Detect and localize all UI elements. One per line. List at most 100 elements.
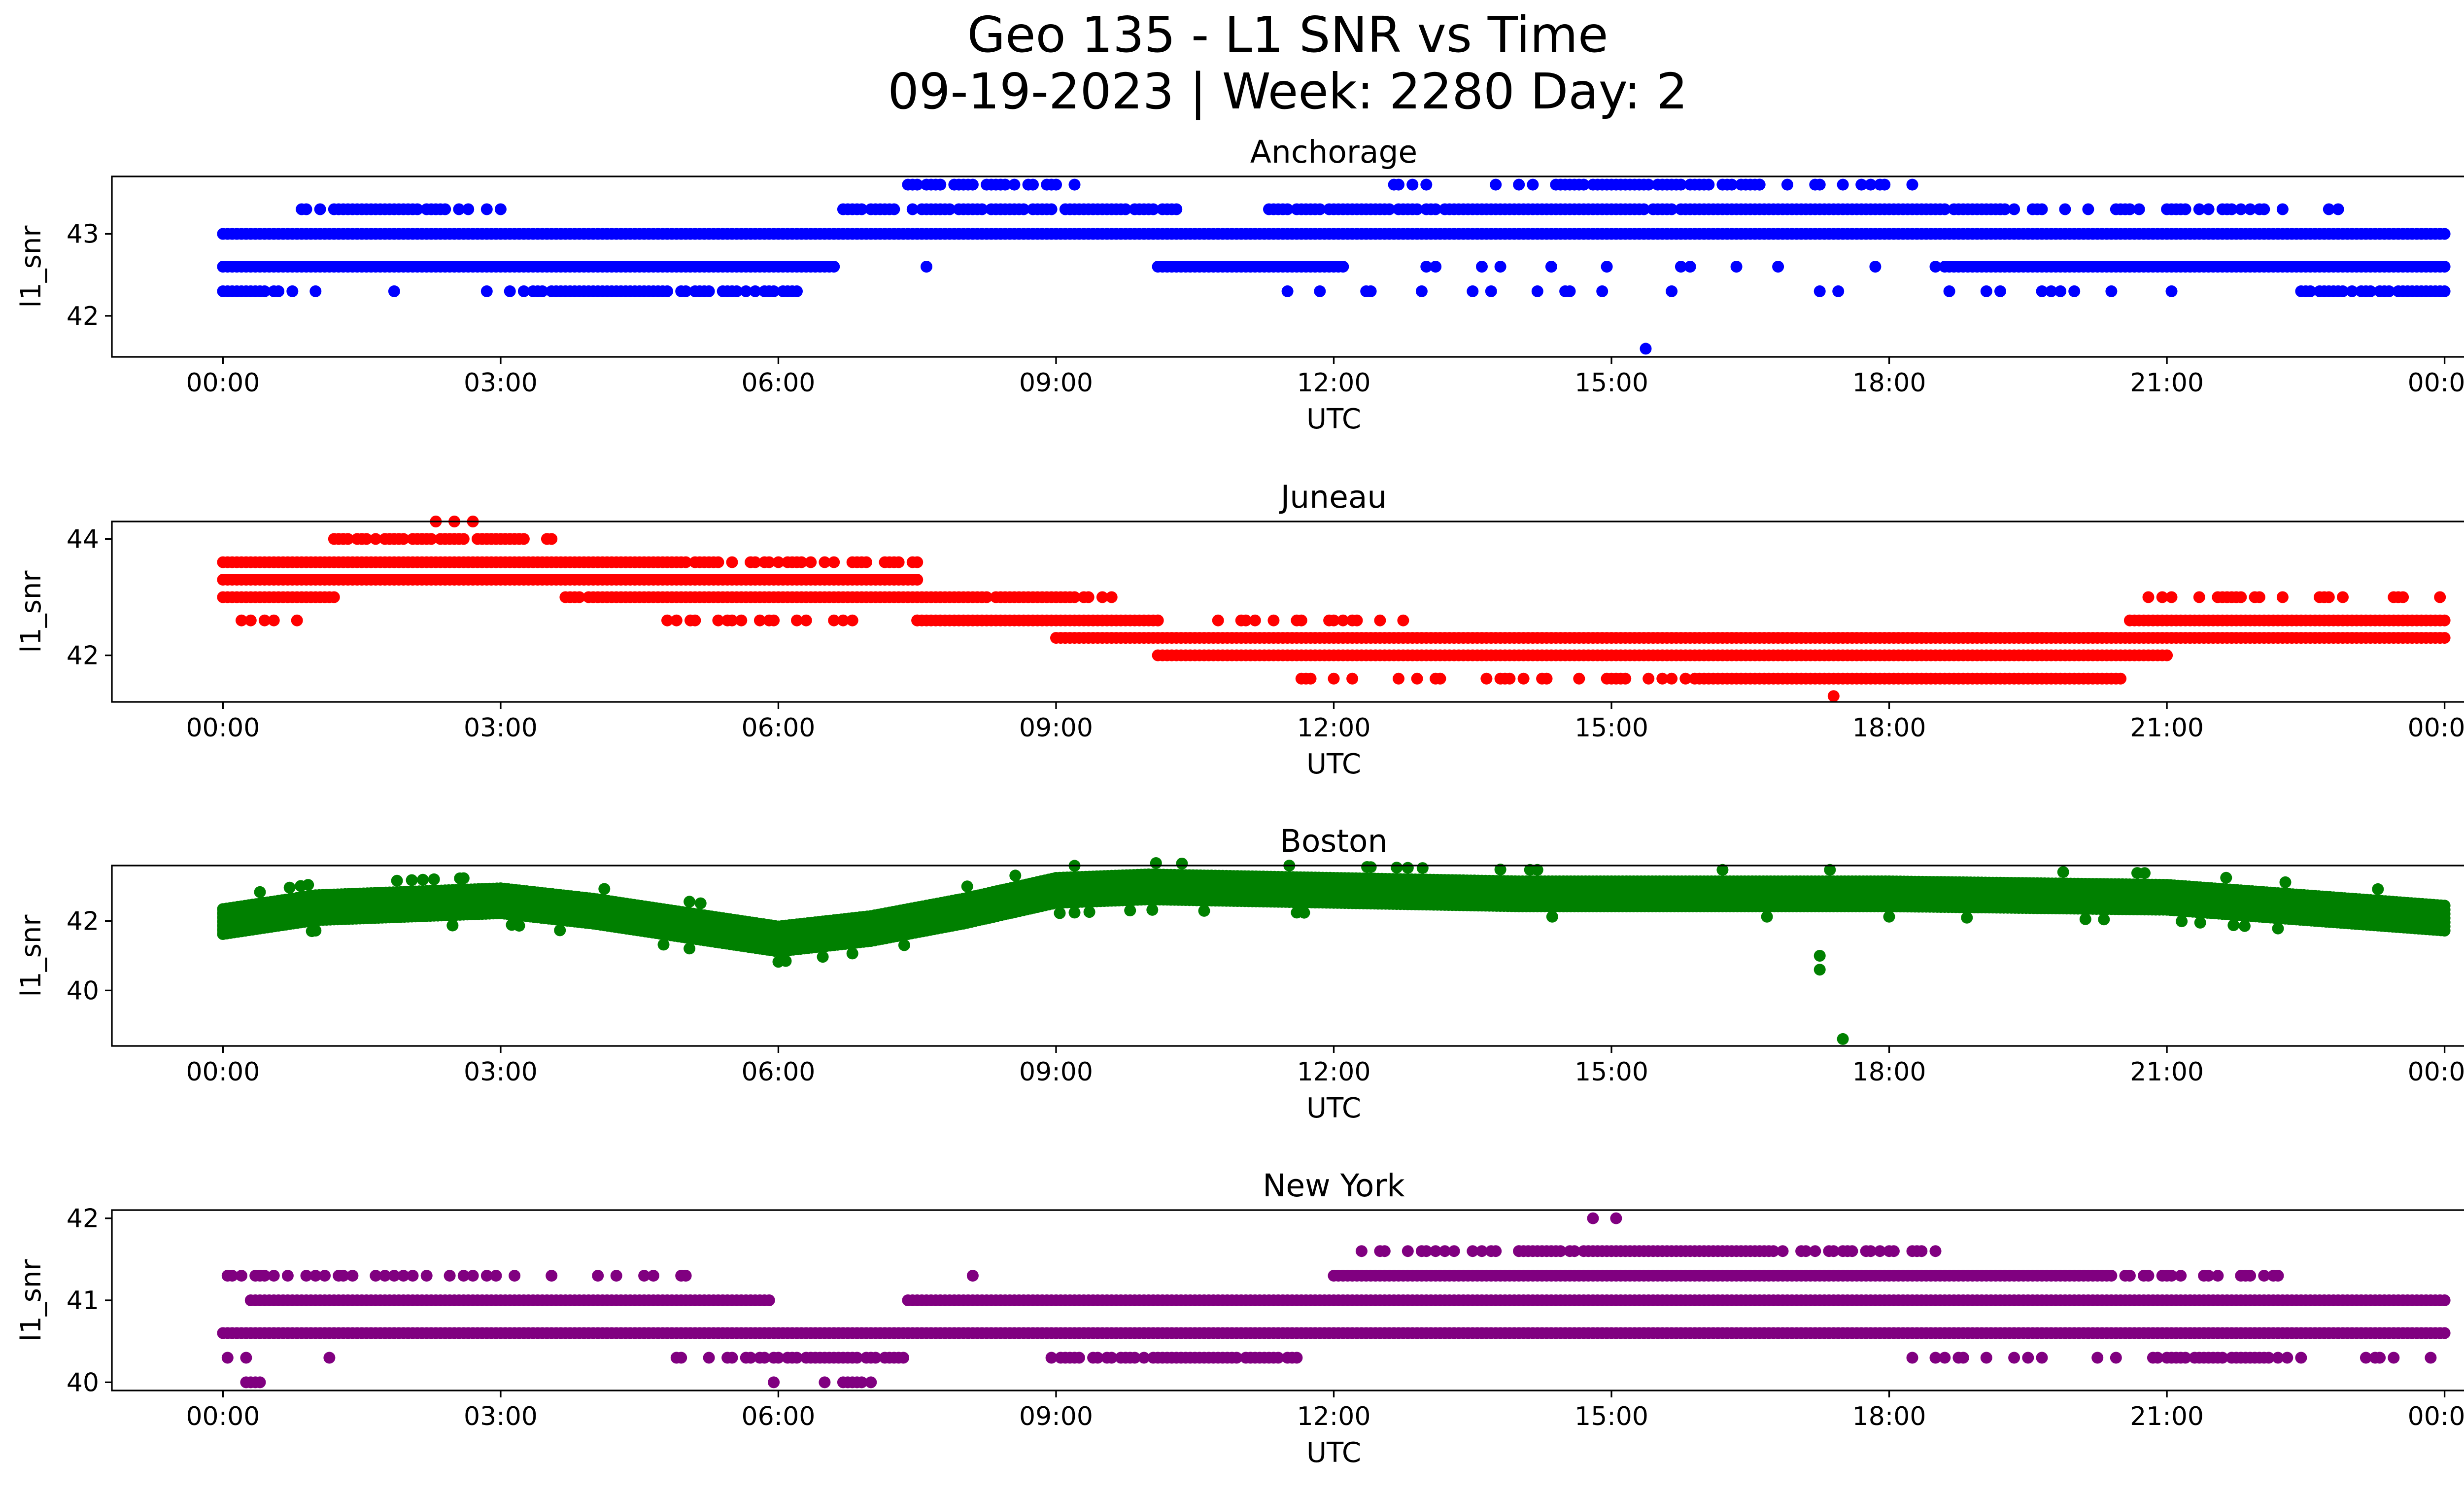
data-point (258, 285, 271, 297)
data-point (1430, 261, 1442, 273)
data-point (1980, 285, 1992, 297)
data-point (2123, 203, 2136, 215)
data-point (1832, 285, 1845, 297)
data-point (1619, 672, 1632, 685)
data-point (446, 919, 459, 932)
data-point (1684, 261, 1696, 273)
data-point (546, 533, 558, 545)
data-point (1814, 285, 1826, 297)
data-point (1467, 285, 1479, 297)
data-point (439, 203, 451, 215)
data-point (1540, 672, 1553, 685)
x-tick-label: 03:00 (464, 368, 538, 398)
data-point (2258, 203, 2270, 215)
data-point (2165, 591, 2178, 603)
data-point (1212, 614, 1224, 626)
data-point (1068, 906, 1081, 919)
data-point (480, 203, 493, 215)
data-point (2438, 614, 2451, 626)
x-tick-label: 00:00 (186, 368, 260, 398)
data-point (2364, 285, 2377, 297)
x-tick-label: 09:00 (1019, 713, 1093, 743)
y-axis-label: l1_snr (15, 570, 47, 653)
data-point (1388, 178, 1400, 191)
data-point (1281, 285, 1294, 297)
data-point (2225, 203, 2238, 215)
data-point (1406, 178, 1419, 191)
data-point (268, 614, 280, 626)
data-point (694, 897, 707, 909)
data-point (1337, 261, 1349, 273)
data-point (730, 285, 743, 297)
data-point (735, 614, 748, 626)
data-point (1119, 203, 1131, 215)
data-point (934, 178, 947, 191)
data-point (2133, 203, 2145, 215)
x-tick-label: 15:00 (1574, 713, 1648, 743)
data-point (966, 178, 979, 191)
data-point (2202, 203, 2215, 215)
data-point (598, 883, 611, 895)
data-point (712, 556, 724, 568)
data-point (1083, 906, 1095, 918)
data-point (1018, 203, 1030, 215)
data-point (1008, 178, 1021, 191)
data-point (1170, 203, 1183, 215)
data-point (892, 556, 905, 568)
data-point (2068, 285, 2081, 297)
data-point (860, 556, 872, 568)
data-point (846, 614, 858, 626)
data-point (2337, 285, 2349, 297)
data-point (1402, 862, 1414, 874)
data-point (1638, 203, 1650, 215)
data-point (1545, 261, 1557, 273)
data-point (1994, 285, 2006, 297)
x-tick-label: 18:00 (1852, 713, 1926, 743)
data-point (999, 178, 1011, 191)
x-tick-label: 18:00 (1852, 368, 1926, 398)
data-point (1666, 203, 1678, 215)
data-point (504, 285, 516, 297)
data-point (1527, 178, 1539, 191)
data-point (1504, 672, 1516, 685)
data-point (1517, 672, 1530, 685)
x-tick-label: 21:00 (2130, 713, 2204, 743)
data-point (1027, 178, 1039, 191)
x-tick-label: 12:00 (1297, 368, 1371, 398)
data-point (2008, 203, 2020, 215)
data-point (1596, 285, 1608, 297)
data-point (1351, 614, 1363, 626)
data-point (2253, 591, 2265, 603)
x-axis-label: UTC (1306, 403, 1361, 435)
data-point (1906, 178, 1918, 191)
data-point (411, 203, 423, 215)
data-point (1393, 672, 1404, 685)
data-point (1416, 862, 1429, 874)
data-point (1249, 614, 1261, 626)
data-point (1105, 591, 1118, 603)
data-point (2045, 285, 2057, 297)
data-point (780, 955, 792, 967)
data-point (2235, 203, 2247, 215)
data-point (517, 285, 530, 297)
data-point (2438, 285, 2451, 297)
data-point (2161, 649, 2173, 661)
data-point (2105, 285, 2118, 297)
data-point (1814, 178, 1826, 191)
data-point (1781, 178, 1793, 191)
data-point (517, 533, 530, 545)
y-tick-label: 44 (67, 524, 99, 554)
data-point (726, 556, 738, 568)
data-point (1943, 285, 1955, 297)
data-point (2054, 285, 2067, 297)
data-point (2165, 285, 2178, 297)
data-point (684, 896, 696, 908)
data-point (1513, 178, 1525, 191)
figure-title-line1: Geo 135 - L1 SNR vs Time (967, 6, 1608, 64)
data-point (457, 533, 470, 545)
data-point (2397, 591, 2409, 603)
data-point (283, 881, 296, 894)
data-point (1999, 203, 2011, 215)
